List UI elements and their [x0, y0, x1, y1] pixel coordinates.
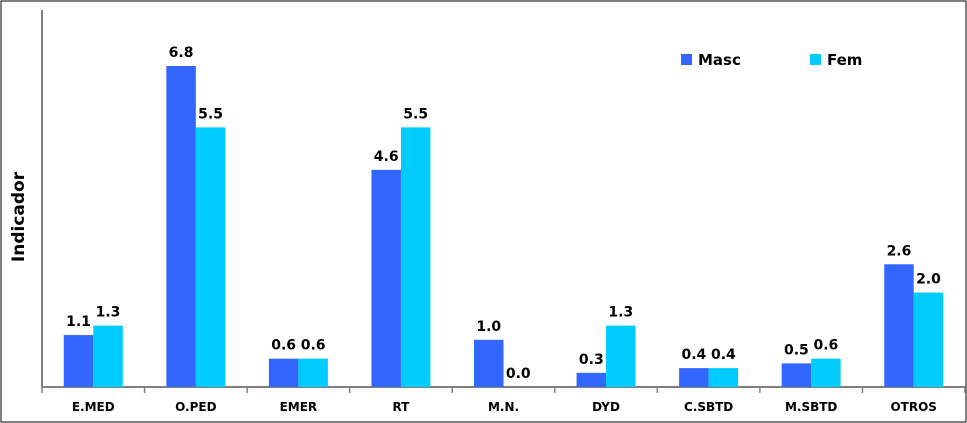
data-label-fem-emer: 0.6 — [301, 338, 326, 354]
data-label-masc-m-sbtd: 0.5 — [784, 342, 809, 358]
data-label-fem-m-n: 0.0 — [506, 366, 531, 382]
bar-fem-c-sbtd — [708, 368, 739, 387]
x-tick-label-c-sbtd: C.SBTD — [684, 400, 733, 414]
data-label-masc-e-med: 1.1 — [66, 314, 91, 330]
legend-swatch-fem — [810, 54, 821, 65]
bar-masc-e-med — [63, 335, 94, 387]
x-tick-label-m-n: M.N. — [488, 400, 519, 414]
bar-fem-m-sbtd — [811, 358, 841, 387]
data-label-fem-otros: 2.0 — [916, 272, 941, 288]
data-label-masc-o-ped: 6.8 — [169, 45, 194, 61]
data-label-masc-emer: 0.6 — [271, 338, 296, 354]
bar-masc-m-n — [474, 339, 504, 387]
data-label-masc-dyd: 0.3 — [579, 352, 604, 368]
data-labels: 1.1 1.3 6.8 5.5 0.6 0.6 4.6 5.5 1.0 0.0 0.3 1.3 0.4 0… — [66, 45, 941, 382]
bar-fem-e-med — [93, 325, 123, 387]
x-tick-label-otros: OTROS — [890, 400, 936, 414]
legend-label-fem: Fem — [827, 51, 862, 69]
bar-masc-c-sbtd — [679, 368, 709, 387]
data-label-fem-dyd: 1.3 — [608, 305, 633, 321]
data-label-masc-m-n: 1.0 — [476, 319, 501, 335]
bar-fem-dyd — [606, 325, 636, 387]
bar-masc-o-ped — [166, 66, 196, 387]
data-label-masc-c-sbtd: 0.4 — [681, 347, 706, 363]
data-label-fem-m-sbtd: 0.6 — [814, 338, 839, 354]
y-axis-label: Indicador — [9, 171, 29, 262]
bar-fem-otros — [913, 292, 944, 387]
bar-fem-rt — [400, 127, 431, 387]
data-label-fem-rt: 5.5 — [403, 106, 428, 122]
x-tick-label-dyd: DYD — [592, 400, 620, 414]
x-tick-label-m-sbtd: M.SBTD — [785, 400, 837, 414]
bar-masc-otros — [884, 264, 914, 387]
x-tick-label-e-med: E.MED — [72, 400, 115, 414]
x-tick-label-rt: RT — [392, 400, 410, 414]
bar-masc-m-sbtd — [781, 363, 812, 387]
data-label-masc-otros: 2.6 — [887, 243, 912, 259]
legend-label-masc: Masc — [698, 51, 741, 69]
data-label-fem-o-ped: 5.5 — [198, 106, 223, 122]
x-tick-label-emer: EMER — [280, 400, 318, 414]
x-tick-label-o-ped: O.PED — [175, 400, 216, 414]
legend: Masc Fem — [681, 51, 862, 69]
data-label-masc-rt: 4.6 — [374, 149, 399, 165]
bar-fem-o-ped — [195, 127, 226, 387]
bar-masc-dyd — [576, 372, 607, 387]
data-label-fem-e-med: 1.3 — [96, 305, 121, 321]
legend-swatch-masc — [681, 54, 692, 65]
data-label-fem-c-sbtd: 0.4 — [711, 347, 736, 363]
bar-masc-rt — [371, 169, 401, 387]
x-tick-labels: E.MED O.PED EMER RT M.N. DYD C.SBTD M.SBTD OTROS — [72, 400, 937, 414]
bars — [63, 66, 944, 387]
bar-masc-emer — [268, 358, 299, 387]
bar-fem-emer — [298, 358, 328, 387]
